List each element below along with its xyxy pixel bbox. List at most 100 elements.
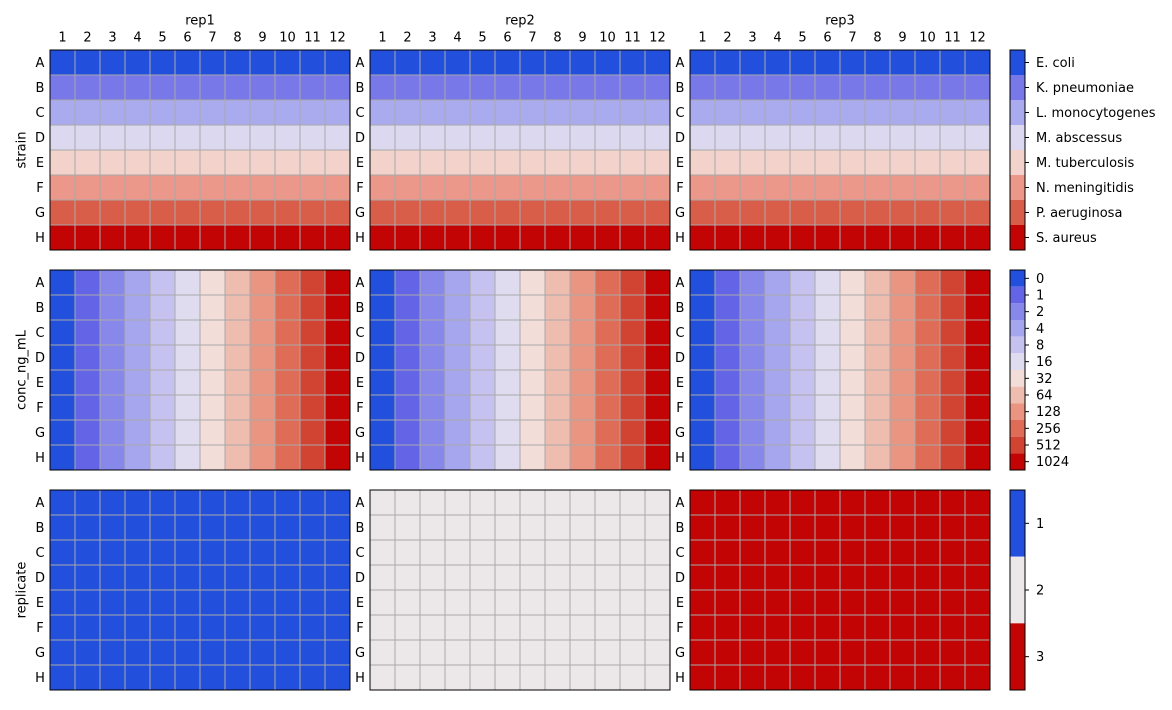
heatmap-cell <box>124 199 151 226</box>
heatmap-cell <box>569 369 596 396</box>
heatmap-cell <box>124 149 151 176</box>
heatmap-cell <box>714 589 741 616</box>
heatmap-cell <box>74 124 101 151</box>
heatmap-cell <box>74 369 101 396</box>
colorbar-segment <box>1010 270 1025 287</box>
row-tick-label: G <box>355 206 365 221</box>
heatmap-cell <box>619 614 646 641</box>
col-tick-label: 7 <box>528 31 536 46</box>
row-tick-label: A <box>676 56 685 71</box>
heatmap-cell <box>789 124 816 151</box>
heatmap-cell <box>469 639 496 666</box>
heatmap-cell <box>864 74 891 101</box>
heatmap-cell <box>174 489 201 516</box>
heatmap-cell <box>224 149 251 176</box>
heatmap-cell <box>889 319 916 346</box>
heatmap-cell <box>789 74 816 101</box>
heatmap-cell <box>174 514 201 541</box>
heatmap-cell <box>519 489 546 516</box>
heatmap-cell <box>324 589 351 616</box>
heatmap-cell <box>124 174 151 201</box>
heatmap-cell <box>644 539 671 566</box>
heatmap-cell <box>224 589 251 616</box>
heatmap-cell <box>889 74 916 101</box>
heatmap-cell <box>469 514 496 541</box>
heatmap-cell <box>274 319 301 346</box>
heatmap-cell <box>764 489 791 516</box>
heatmap-cell <box>889 294 916 321</box>
heatmap-cell <box>569 514 596 541</box>
heatmap-cell <box>544 394 571 421</box>
row-tick-label: F <box>356 181 363 196</box>
heatmap-cell <box>689 514 716 541</box>
row-tick-label: A <box>676 496 685 511</box>
heatmap-cell <box>419 269 446 296</box>
heatmap-cell <box>149 224 176 251</box>
heatmap-cell <box>74 224 101 251</box>
heatmap-cell <box>914 394 941 421</box>
heatmap-cell <box>864 199 891 226</box>
heatmap-cell <box>419 664 446 691</box>
heatmap-cell <box>124 344 151 371</box>
row-tick-label: D <box>35 131 45 146</box>
heatmap-cell <box>914 664 941 691</box>
heatmap-cell <box>419 149 446 176</box>
heatmap-cell <box>124 49 151 76</box>
heatmap-cell <box>99 419 126 446</box>
heatmap-cell <box>494 149 521 176</box>
heatmap-cell <box>419 489 446 516</box>
heatmap-cell <box>419 294 446 321</box>
heatmap-cell <box>889 344 916 371</box>
col-tick-label: 5 <box>478 31 486 46</box>
row-tick-label: E <box>356 376 364 391</box>
heatmap-cell <box>444 514 471 541</box>
heatmap-cell <box>394 199 421 226</box>
colorbar-segment <box>1010 75 1025 100</box>
heatmap-cell <box>174 564 201 591</box>
colorbar-label: 1024 <box>1036 455 1069 470</box>
heatmap-cell <box>839 489 866 516</box>
heatmap-cell <box>149 344 176 371</box>
heatmap-cell <box>124 444 151 471</box>
heatmap-cell <box>249 564 276 591</box>
heatmap-cell <box>99 539 126 566</box>
row-tick-label: C <box>355 106 364 121</box>
heatmap-cell <box>324 199 351 226</box>
heatmap-cell <box>324 294 351 321</box>
heatmap-cell <box>814 224 841 251</box>
heatmap-cell <box>199 74 226 101</box>
heatmap-cell <box>519 224 546 251</box>
colorbar-label: 128 <box>1036 405 1061 420</box>
heatmap-cell <box>224 444 251 471</box>
heatmap-cell <box>619 639 646 666</box>
heatmap-cell <box>569 589 596 616</box>
row-tick-label: D <box>355 351 365 366</box>
heatmap-cell <box>469 664 496 691</box>
heatmap-cell <box>889 489 916 516</box>
heatmap-cell <box>199 419 226 446</box>
colorbar-label: M. abscessus <box>1036 131 1122 146</box>
heatmap-cell <box>369 664 396 691</box>
heatmap-cell <box>889 49 916 76</box>
heatmap-cell <box>74 49 101 76</box>
row-tick-label: B <box>356 521 365 536</box>
heatmap-cell <box>494 199 521 226</box>
heatmap-cell <box>914 369 941 396</box>
heatmap-cell <box>469 74 496 101</box>
heatmap-cell <box>594 294 621 321</box>
heatmap-cell <box>249 124 276 151</box>
row-tick-label: F <box>36 181 43 196</box>
heatmap-cell <box>644 514 671 541</box>
heatmap-cell <box>544 344 571 371</box>
row-tick-label: A <box>676 276 685 291</box>
plate-strain-rep2 <box>369 49 671 251</box>
heatmap-cell <box>124 419 151 446</box>
heatmap-cell <box>519 514 546 541</box>
heatmap-cell <box>864 664 891 691</box>
heatmap-cell <box>814 174 841 201</box>
heatmap-cell <box>199 224 226 251</box>
heatmap-cell <box>594 489 621 516</box>
heatmap-cell <box>789 589 816 616</box>
heatmap-cell <box>174 614 201 641</box>
row-tick-label: H <box>35 231 45 246</box>
